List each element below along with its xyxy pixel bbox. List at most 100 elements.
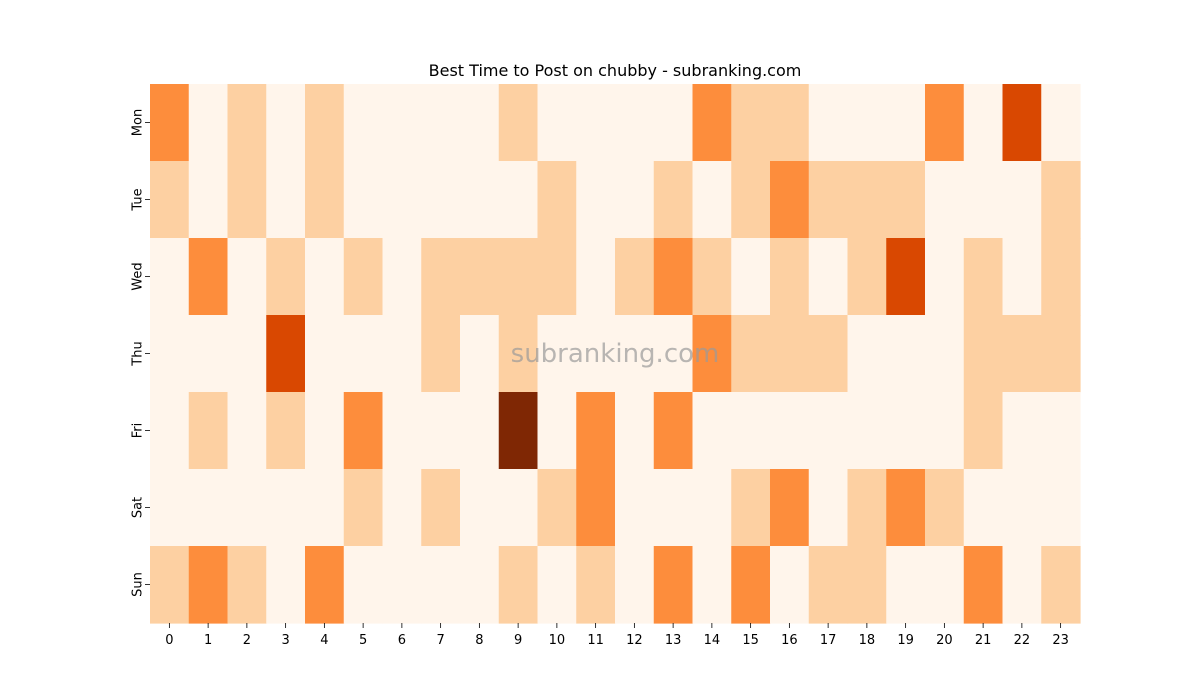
heatmap-cell-wed-3 (266, 238, 306, 316)
heatmap-cell-sat-9 (498, 469, 539, 547)
heatmap-cell-mon-13 (653, 84, 694, 162)
y-tick-label: Mon (131, 109, 146, 136)
heatmap-cell-tue-23 (1041, 161, 1081, 239)
heatmap-cell-thu-17 (808, 315, 849, 393)
heatmap-cell-mon-17 (808, 84, 849, 162)
heatmap-cell-sun-9 (498, 546, 539, 624)
heatmap-cell-wed-23 (1041, 238, 1081, 316)
heatmap-cell-sat-5 (343, 469, 384, 547)
heatmap-cell-wed-10 (537, 238, 577, 316)
heatmap-cell-tue-6 (382, 161, 422, 239)
heatmap-cell-sun-4 (305, 546, 345, 624)
heatmap-cell-mon-19 (886, 84, 926, 162)
heatmap-cell-sun-13 (653, 546, 694, 624)
heatmap-cell-sun-0 (150, 546, 190, 624)
x-axis: 0 1 2 3 4 5 6 7 8 9 10 11 12 13 14 15 16 17 18 19 20 21 22 23 (165, 623, 1069, 648)
heatmap-cell-tue-2 (227, 161, 267, 239)
heatmap-cell-sun-6 (382, 546, 422, 624)
heatmap-cell-wed-22 (1002, 238, 1042, 316)
heatmap-cell-tue-7 (421, 161, 461, 239)
heatmap-cell-tue-14 (692, 161, 732, 239)
heatmap-cell-fri-19 (886, 392, 926, 470)
heatmap-cell-sun-19 (886, 546, 926, 624)
heatmap-cell-mon-2 (227, 84, 267, 162)
heatmap-cell-thu-12 (615, 315, 655, 393)
heatmap-cell-tue-8 (460, 161, 500, 239)
heatmap-cell-fri-0 (150, 392, 190, 470)
heatmap-cell-sat-12 (615, 469, 655, 547)
heatmap-cell-sat-22 (1002, 469, 1042, 547)
x-tick-label: 8 (475, 633, 483, 648)
heatmap-cell-thu-6 (382, 315, 422, 393)
heatmap-cell-mon-16 (770, 84, 810, 162)
heatmap-cell-thu-14 (692, 315, 732, 393)
heatmap-cell-fri-14 (692, 392, 732, 470)
heatmap-cell-sat-1 (188, 469, 229, 547)
heatmap-cell-tue-10 (537, 161, 577, 239)
heatmap-cell-tue-18 (847, 161, 887, 239)
heatmap-cell-sat-11 (576, 469, 616, 547)
x-tick-label: 3 (281, 633, 289, 648)
heatmap-cell-thu-1 (188, 315, 229, 393)
heatmap-cell-wed-1 (188, 238, 229, 316)
heatmap-cell-wed-9 (498, 238, 539, 316)
x-tick-label: 15 (742, 633, 759, 648)
heatmap-cell-thu-11 (576, 315, 616, 393)
heatmap-cell-fri-13 (653, 392, 694, 470)
heatmap-cell-thu-2 (227, 315, 267, 393)
heatmap-cell-sun-1 (188, 546, 229, 624)
heatmap-cell-thu-20 (925, 315, 965, 393)
heatmap-cell-tue-17 (808, 161, 849, 239)
heatmap-cell-sun-17 (808, 546, 849, 624)
heatmap-cell-sun-5 (343, 546, 384, 624)
x-tick-label: 16 (781, 633, 798, 648)
heatmap-cell-fri-11 (576, 392, 616, 470)
heatmap-cell-sat-16 (770, 469, 810, 547)
heatmap-cell-fri-12 (615, 392, 655, 470)
heatmap-cell-mon-20 (925, 84, 965, 162)
x-tick-label: 1 (204, 633, 212, 648)
heatmap-cell-wed-15 (731, 238, 771, 316)
heatmap-cell-mon-7 (421, 84, 461, 162)
heatmap-cell-thu-22 (1002, 315, 1042, 393)
heatmap-cell-thu-15 (731, 315, 771, 393)
heatmap-cell-fri-4 (305, 392, 345, 470)
heatmap-cell-mon-15 (731, 84, 771, 162)
heatmap-cell-wed-13 (653, 238, 694, 316)
x-tick-label: 2 (243, 633, 251, 648)
heatmap-cell-thu-16 (770, 315, 810, 393)
heatmap-cell-sun-15 (731, 546, 771, 624)
chart-title: Best Time to Post on chubby - subranking… (429, 61, 802, 80)
heatmap-cell-sun-11 (576, 546, 616, 624)
heatmap-cell-thu-7 (421, 315, 461, 393)
heatmap-cell-fri-10 (537, 392, 577, 470)
heatmap-cells (150, 84, 1081, 624)
x-tick-label: 13 (665, 633, 682, 648)
x-tick-label: 21 (975, 633, 992, 648)
heatmap-cell-sun-20 (925, 546, 965, 624)
heatmap-cell-tue-4 (305, 161, 345, 239)
heatmap-cell-tue-20 (925, 161, 965, 239)
heatmap-cell-fri-3 (266, 392, 306, 470)
heatmap-cell-mon-5 (343, 84, 384, 162)
heatmap-cell-wed-6 (382, 238, 422, 316)
heatmap-cell-mon-12 (615, 84, 655, 162)
heatmap-cell-wed-8 (460, 238, 500, 316)
heatmap-cell-mon-14 (692, 84, 732, 162)
heatmap-cell-fri-9 (498, 392, 539, 470)
heatmap-cell-mon-21 (963, 84, 1004, 162)
heatmap-cell-sat-6 (382, 469, 422, 547)
heatmap-cell-thu-10 (537, 315, 577, 393)
heatmap-cell-wed-12 (615, 238, 655, 316)
heatmap-cell-thu-23 (1041, 315, 1081, 393)
heatmap-cell-fri-6 (382, 392, 422, 470)
heatmap-cell-sat-2 (227, 469, 267, 547)
heatmap-cell-fri-8 (460, 392, 500, 470)
x-tick-label: 0 (165, 633, 173, 648)
heatmap-cell-sun-2 (227, 546, 267, 624)
heatmap-cell-thu-9 (498, 315, 539, 393)
heatmap-cell-mon-18 (847, 84, 887, 162)
heatmap-cell-fri-5 (343, 392, 384, 470)
x-tick-label: 7 (436, 633, 444, 648)
